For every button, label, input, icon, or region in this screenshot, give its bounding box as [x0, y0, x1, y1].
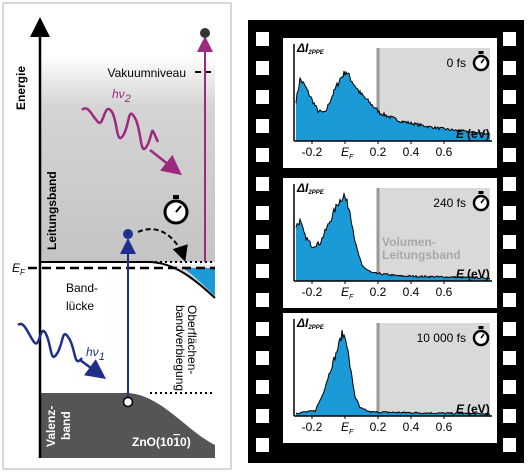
sprocket-hole: [256, 351, 269, 365]
sprocket-hole: [503, 119, 516, 133]
sprocket-hole: [256, 380, 269, 394]
sprocket-hole: [256, 235, 269, 249]
stopwatch-button: [479, 191, 484, 194]
symbol: ΔI: [296, 316, 309, 330]
hole: [124, 398, 133, 407]
sprocket-hole: [503, 148, 516, 162]
sprocket-hole: [256, 438, 269, 452]
vacuum-level-label: Vakuumniveau: [108, 66, 187, 80]
sprocket-hole: [503, 264, 516, 278]
axis-label: Energie: [14, 66, 28, 110]
sprocket-hole: [503, 351, 516, 365]
electron: [123, 229, 133, 239]
x-tick-label: 0.6: [436, 420, 453, 434]
sprocket-hole: [256, 61, 269, 75]
sprocket-hole: [503, 235, 516, 249]
sprocket-hole: [256, 32, 269, 46]
sprocket-hole: [503, 90, 516, 104]
delay-label: 240 fs: [433, 196, 466, 210]
symbol: ΔI: [296, 41, 309, 55]
sprocket-hole: [503, 32, 516, 46]
x-tick-label: 0.4: [403, 420, 420, 434]
sprocket-hole: [256, 293, 269, 307]
x-tick-label: 0.2: [370, 420, 387, 434]
sprocket-hole: [503, 409, 516, 423]
band-gap-label: lücke: [66, 299, 94, 313]
sprocket-hole: [503, 206, 516, 220]
sprocket-hole: [256, 119, 269, 133]
sprocket-hole: [503, 177, 516, 191]
subscript: F: [349, 429, 354, 436]
valence-band-label: band: [59, 411, 73, 440]
photoelectron: [200, 28, 210, 38]
band-bending-label: bandverbiegung: [173, 305, 187, 391]
sprocket-hole: [256, 90, 269, 104]
valence-band-label: Valenz-: [44, 406, 58, 447]
sprocket-hole: [503, 438, 516, 452]
energy-diagram: Energie Vakuumniveau Leitungsband EF Ban…: [3, 3, 231, 469]
sprocket-hole: [256, 322, 269, 336]
subscript: 1: [99, 351, 105, 363]
subscript: F: [349, 294, 354, 301]
symbol: hν: [86, 345, 99, 359]
sprocket-hole: [503, 293, 516, 307]
x-tick-label: 0.6: [436, 285, 453, 299]
stopwatch-button: [479, 326, 484, 329]
symbol: hν: [112, 87, 125, 101]
material-label: ZnO(1010): [132, 435, 191, 449]
x-tick-label: -0.2: [302, 420, 323, 434]
sprocket-hole: [503, 322, 516, 336]
material-prefix: ZnO(10: [132, 435, 174, 449]
material-suffix: 0): [180, 435, 191, 449]
subscript: 2PPE: [307, 190, 324, 196]
subscript: 2PPE: [307, 50, 324, 56]
sprocket-hole: [503, 61, 516, 75]
sprocket-hole: [256, 177, 269, 191]
sprocket-hole: [256, 264, 269, 278]
sprocket-hole: [256, 409, 269, 423]
subscript: 2: [124, 93, 131, 105]
band-gap-label: Band-: [66, 281, 98, 295]
x-tick-label: 0.2: [370, 285, 387, 299]
x-tick-label: 0.4: [403, 145, 420, 159]
x-tick-label: -0.2: [302, 285, 323, 299]
stopwatch-button: [479, 51, 484, 54]
subscript: 2PPE: [307, 325, 324, 331]
figure: Energie Vakuumniveau Leitungsband EF Ban…: [0, 0, 529, 474]
x-tick-label: -0.2: [302, 145, 323, 159]
symbol: ΔI: [296, 181, 309, 195]
delay-label: 10 000 fs: [417, 331, 466, 345]
subscript: F: [349, 154, 354, 161]
x-tick-label: 0.4: [403, 285, 420, 299]
x-tick-label: 0.2: [370, 145, 387, 159]
sprocket-hole: [503, 380, 516, 394]
region-label: Leitungsband: [382, 248, 461, 262]
conduction-band-label: Leitungsband: [45, 171, 59, 250]
region-label: Volumen-: [382, 235, 436, 249]
delay-label: 0 fs: [447, 56, 466, 70]
sprocket-hole: [256, 206, 269, 220]
sprocket-hole: [256, 148, 269, 162]
x-tick-label: 0.6: [436, 145, 453, 159]
